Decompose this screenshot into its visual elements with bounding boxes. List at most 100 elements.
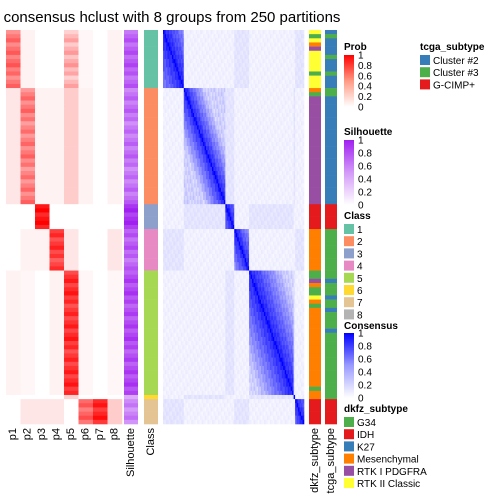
consensus-cell [232,171,235,176]
consensus-cell [191,88,193,93]
consensus-cell [174,30,177,35]
consensus-cell [195,88,198,93]
consensus-cell [204,30,207,35]
prob-cell-p7 [93,166,108,172]
class-cell [144,407,158,412]
consensus-cell [167,67,170,72]
consensus-cell [298,195,300,201]
consensus-cell [235,42,238,47]
prob-cell-p7 [93,419,108,425]
consensus-cell [201,59,204,64]
consensus-cell [179,88,182,93]
consensus-cell [177,179,180,184]
consensus-cell [246,171,248,176]
consensus-cell [284,171,287,176]
consensus-cell [206,179,208,184]
consensus-cell [216,96,219,101]
prob-cell-p2 [20,108,36,114]
prob-cell-p5 [64,229,79,234]
class-cell [144,349,158,354]
prob-cell-p8 [107,146,123,151]
consensus-cell [296,162,299,168]
consensus-cell [293,104,296,110]
consensus-cell [286,183,288,188]
consensus-cell [235,137,238,143]
consensus-cell [165,191,168,197]
consensus-cell [299,30,302,35]
consensus-cell [174,112,177,118]
consensus-cell [283,191,286,197]
prob-cell-p4 [49,419,65,425]
consensus-cell [189,63,192,68]
consensus-cell [179,204,182,209]
consensus-cell [167,75,170,81]
consensus-cell [271,137,274,143]
prob-cell-p6 [78,166,94,172]
consensus-cell [182,200,185,205]
consensus-cell [232,133,235,139]
consensus-cell [180,162,183,168]
consensus-cell [206,150,208,155]
consensus-cell [298,146,300,151]
consensus-cell [275,112,278,118]
consensus-cell [232,187,235,193]
consensus-cell [222,59,225,64]
consensus-cell [255,108,257,114]
consensus-cell [257,154,260,159]
consensus-cell [189,158,192,164]
prob-cell-p3 [35,162,50,168]
prob-cell-p6 [78,224,94,230]
consensus-cell [179,158,182,164]
prob-cell-p7 [93,278,108,284]
consensus-cell [256,117,259,122]
consensus-cell [257,137,260,143]
consensus-cell [298,79,300,85]
consensus-cell [283,175,286,180]
prob-cell-p6 [78,63,94,68]
consensus-cell [246,108,248,114]
consensus-cell [277,158,280,164]
consensus-cell [209,108,211,114]
prob-cell-p2 [20,175,36,180]
consensus-cell [171,50,174,56]
consensus-cell [262,146,265,151]
consensus-cell [183,75,186,81]
prob-cell-p8 [107,79,123,85]
consensus-cell [226,204,229,209]
prob-cell-p3 [35,312,50,317]
prob-cell-p7 [93,158,108,164]
consensus-cell [216,71,219,76]
consensus-cell [192,158,195,164]
consensus-cell [222,187,225,193]
consensus-cell [278,104,281,110]
consensus-cell [262,46,265,52]
consensus-cell [185,175,188,180]
consensus-cell [168,38,171,43]
consensus-cell [170,112,173,118]
consensus-cell [284,79,287,85]
consensus-cell [290,75,293,81]
consensus-cell [165,133,168,139]
consensus-cell [265,146,268,151]
consensus-cell [289,195,291,201]
prob-cell-p3 [35,274,50,280]
consensus-cell [165,88,168,93]
consensus-cell [249,133,251,139]
consensus-cell [278,92,281,97]
consensus-cell [266,112,269,118]
prob-cell-p7 [93,328,108,334]
consensus-cell [255,79,257,85]
prob-cell-p8 [107,415,123,421]
consensus-cell [174,125,177,130]
prob-cell-p2 [20,117,36,122]
consensus-cell [234,79,237,85]
consensus-cell [278,34,281,39]
consensus-cell [186,117,189,122]
consensus-cell [280,166,283,172]
consensus-cell [250,79,253,85]
consensus-cell [168,179,171,184]
consensus-cell [256,88,259,93]
consensus-cell [298,200,300,205]
consensus-cell [219,88,222,93]
prob-cell-p4 [49,46,65,52]
